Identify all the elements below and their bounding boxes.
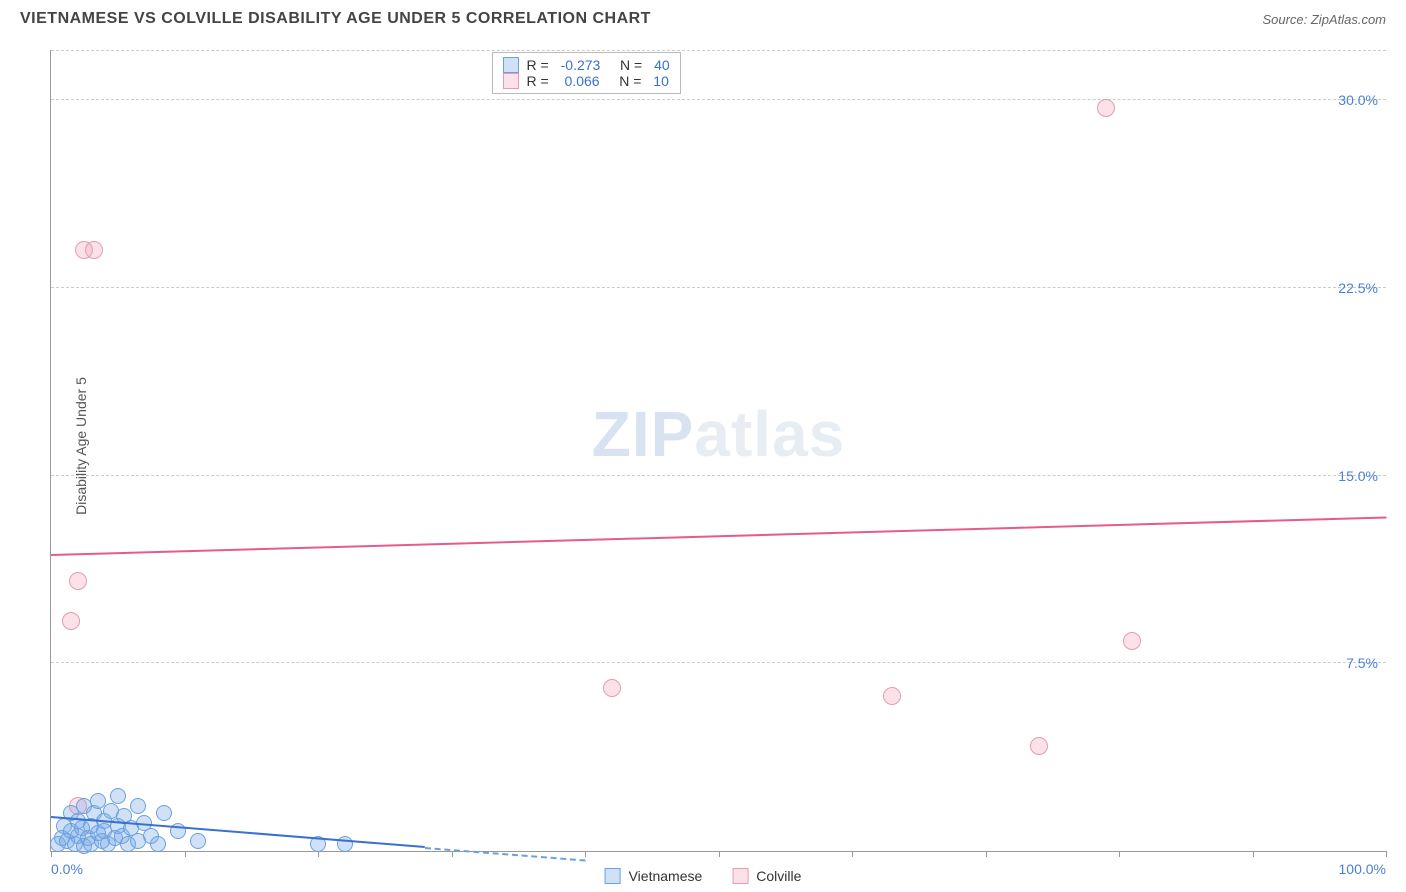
stats-n-label: N = <box>608 73 646 89</box>
scatter-point <box>1030 737 1048 755</box>
stats-n-value: 40 <box>654 57 670 73</box>
gridline <box>51 662 1386 663</box>
scatter-point <box>69 572 87 590</box>
x-tick <box>986 851 987 857</box>
scatter-point <box>130 798 146 814</box>
scatter-point <box>190 833 206 849</box>
x-tick <box>318 851 319 857</box>
stats-r-value: 0.066 <box>561 73 600 89</box>
y-tick-label: 7.5% <box>1346 655 1378 671</box>
x-tick <box>185 851 186 857</box>
stats-box: R = -0.273 N = 40R = 0.066 N = 10 <box>492 52 681 94</box>
legend: Vietnamese Colville <box>605 868 802 884</box>
header: VIETNAMESE VS COLVILLE DISABILITY AGE UN… <box>0 0 1406 38</box>
chart-title: VIETNAMESE VS COLVILLE DISABILITY AGE UN… <box>20 10 651 28</box>
scatter-point <box>603 679 621 697</box>
stats-r-label: R = <box>527 57 553 73</box>
scatter-point <box>85 241 103 259</box>
x-tick <box>719 851 720 857</box>
scatter-point <box>1097 99 1115 117</box>
legend-label: Vietnamese <box>629 868 703 884</box>
legend-label: Colville <box>756 868 801 884</box>
stats-n-value: 10 <box>653 73 669 89</box>
gridline <box>51 287 1386 288</box>
watermark-atlas: atlas <box>694 398 845 470</box>
scatter-point <box>883 687 901 705</box>
watermark: ZIPatlas <box>592 397 845 471</box>
x-tick <box>852 851 853 857</box>
watermark-zip: ZIP <box>592 398 695 470</box>
stats-r-value: -0.273 <box>561 57 601 73</box>
scatter-point <box>337 836 353 852</box>
x-tick <box>585 851 586 857</box>
scatter-point <box>156 805 172 821</box>
x-tick <box>1386 851 1387 857</box>
source-label: Source: ZipAtlas.com <box>1262 12 1386 27</box>
legend-item: Vietnamese <box>605 868 703 884</box>
chart-plot-area: ZIPatlas 7.5%15.0%22.5%30.0%0.0%100.0%R … <box>50 50 1386 852</box>
x-tick-label: 0.0% <box>51 861 83 877</box>
legend-swatch <box>732 868 748 884</box>
legend-swatch <box>605 868 621 884</box>
x-tick <box>51 851 52 857</box>
x-tick <box>452 851 453 857</box>
legend-item: Colville <box>732 868 801 884</box>
gridline <box>51 99 1386 100</box>
stats-n-label: N = <box>608 57 646 73</box>
y-tick-label: 15.0% <box>1338 468 1378 484</box>
x-tick-label: 100.0% <box>1339 861 1386 877</box>
x-tick <box>1253 851 1254 857</box>
scatter-point <box>62 612 80 630</box>
y-tick-label: 30.0% <box>1338 92 1378 108</box>
trend-line-dash <box>425 847 585 862</box>
trend-line <box>51 516 1386 556</box>
scatter-point <box>150 836 166 852</box>
legend-swatch <box>503 73 519 89</box>
gridline <box>51 475 1386 476</box>
x-tick <box>1119 851 1120 857</box>
stats-row: R = 0.066 N = 10 <box>503 73 670 89</box>
stats-row: R = -0.273 N = 40 <box>503 57 670 73</box>
gridline <box>51 50 1386 51</box>
y-tick-label: 22.5% <box>1338 280 1378 296</box>
scatter-point <box>110 788 126 804</box>
scatter-point <box>1123 632 1141 650</box>
legend-swatch <box>503 57 519 73</box>
stats-r-label: R = <box>527 73 553 89</box>
